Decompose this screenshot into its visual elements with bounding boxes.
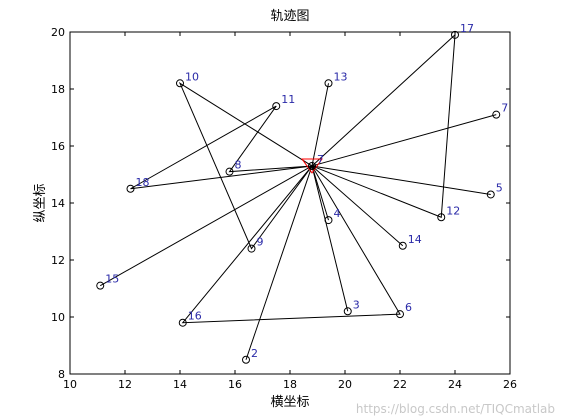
y-tick-label: 20 (51, 26, 65, 39)
x-tick-label: 10 (63, 378, 77, 391)
point-marker (178, 318, 187, 327)
point-label: 3 (353, 298, 360, 311)
point-marker (396, 310, 404, 319)
point-label: 17 (460, 22, 474, 35)
y-tick-label: 16 (51, 140, 65, 153)
point-marker (176, 79, 184, 88)
point-marker (272, 102, 281, 111)
y-tick-label: 18 (51, 83, 65, 96)
hub-marker (301, 158, 323, 174)
y-tick-label: 14 (51, 197, 65, 210)
x-tick-label: 20 (338, 378, 352, 391)
y-tick-label: 10 (51, 311, 65, 324)
y-tick-label: 8 (58, 368, 65, 381)
route-line (245, 165, 313, 360)
point-marker (242, 355, 250, 364)
x-tick-label: 14 (173, 378, 187, 391)
point-label: 12 (446, 204, 460, 217)
point-label: 6 (405, 301, 412, 314)
point-marker (486, 190, 495, 199)
hub-circle-marker (308, 161, 316, 170)
watermark: https://blog.csdn.net/TIQCmatlab (355, 402, 555, 416)
point-label: 14 (408, 233, 422, 246)
point-marker (126, 184, 135, 193)
point-label: 13 (334, 70, 348, 83)
point-label: 7 (501, 102, 508, 115)
point-label: 5 (496, 181, 503, 194)
point-label: 2 (251, 347, 258, 360)
point-label: 4 (334, 207, 341, 220)
point-marker (324, 79, 333, 88)
x-tick-label: 16 (228, 378, 242, 391)
point-marker (398, 241, 407, 250)
point-marker (247, 244, 256, 253)
hub-label: 7 (317, 153, 324, 166)
route-line (130, 105, 313, 190)
point-marker (451, 30, 459, 39)
point-label: 15 (105, 273, 119, 286)
route-line (311, 165, 349, 312)
chart-title: 轨迹图 (270, 9, 309, 24)
x-tick-label: 22 (393, 378, 407, 391)
route-line (311, 114, 497, 167)
x-tick-label: 18 (283, 378, 297, 391)
point-marker (343, 307, 352, 316)
route-line (311, 165, 491, 195)
route-lines (100, 33, 497, 360)
x-axis-label: 横坐标 (270, 395, 309, 410)
x-tick-label: 24 (448, 378, 462, 391)
point-marker (96, 281, 105, 290)
route-line (178, 82, 313, 250)
y-axis-label: 纵坐标 (33, 183, 48, 222)
route-line (311, 83, 329, 167)
point-marker (492, 110, 501, 119)
point-marker (324, 216, 333, 225)
point-labels: 2 3 4 5 6 7 8 9 10 11 12 13 14 15 16 17 18 7 (105, 22, 508, 360)
x-tick-label: 12 (118, 378, 132, 391)
plot-area (69, 31, 511, 375)
route-line (311, 165, 404, 247)
route-line (181, 165, 401, 324)
route-line (311, 165, 329, 221)
point-label: 18 (136, 176, 150, 189)
point-label: 10 (185, 70, 199, 83)
point-marker (437, 213, 446, 222)
y-tick-label: 12 (51, 254, 65, 267)
x-tick-label: 26 (503, 378, 517, 391)
route-line (311, 33, 456, 218)
point-markers (96, 30, 501, 364)
point-label: 11 (281, 93, 295, 106)
route-line (100, 165, 313, 287)
point-marker (225, 167, 234, 176)
point-label: 8 (235, 159, 242, 172)
point-label: 16 (188, 310, 202, 323)
point-label: 9 (257, 236, 264, 249)
